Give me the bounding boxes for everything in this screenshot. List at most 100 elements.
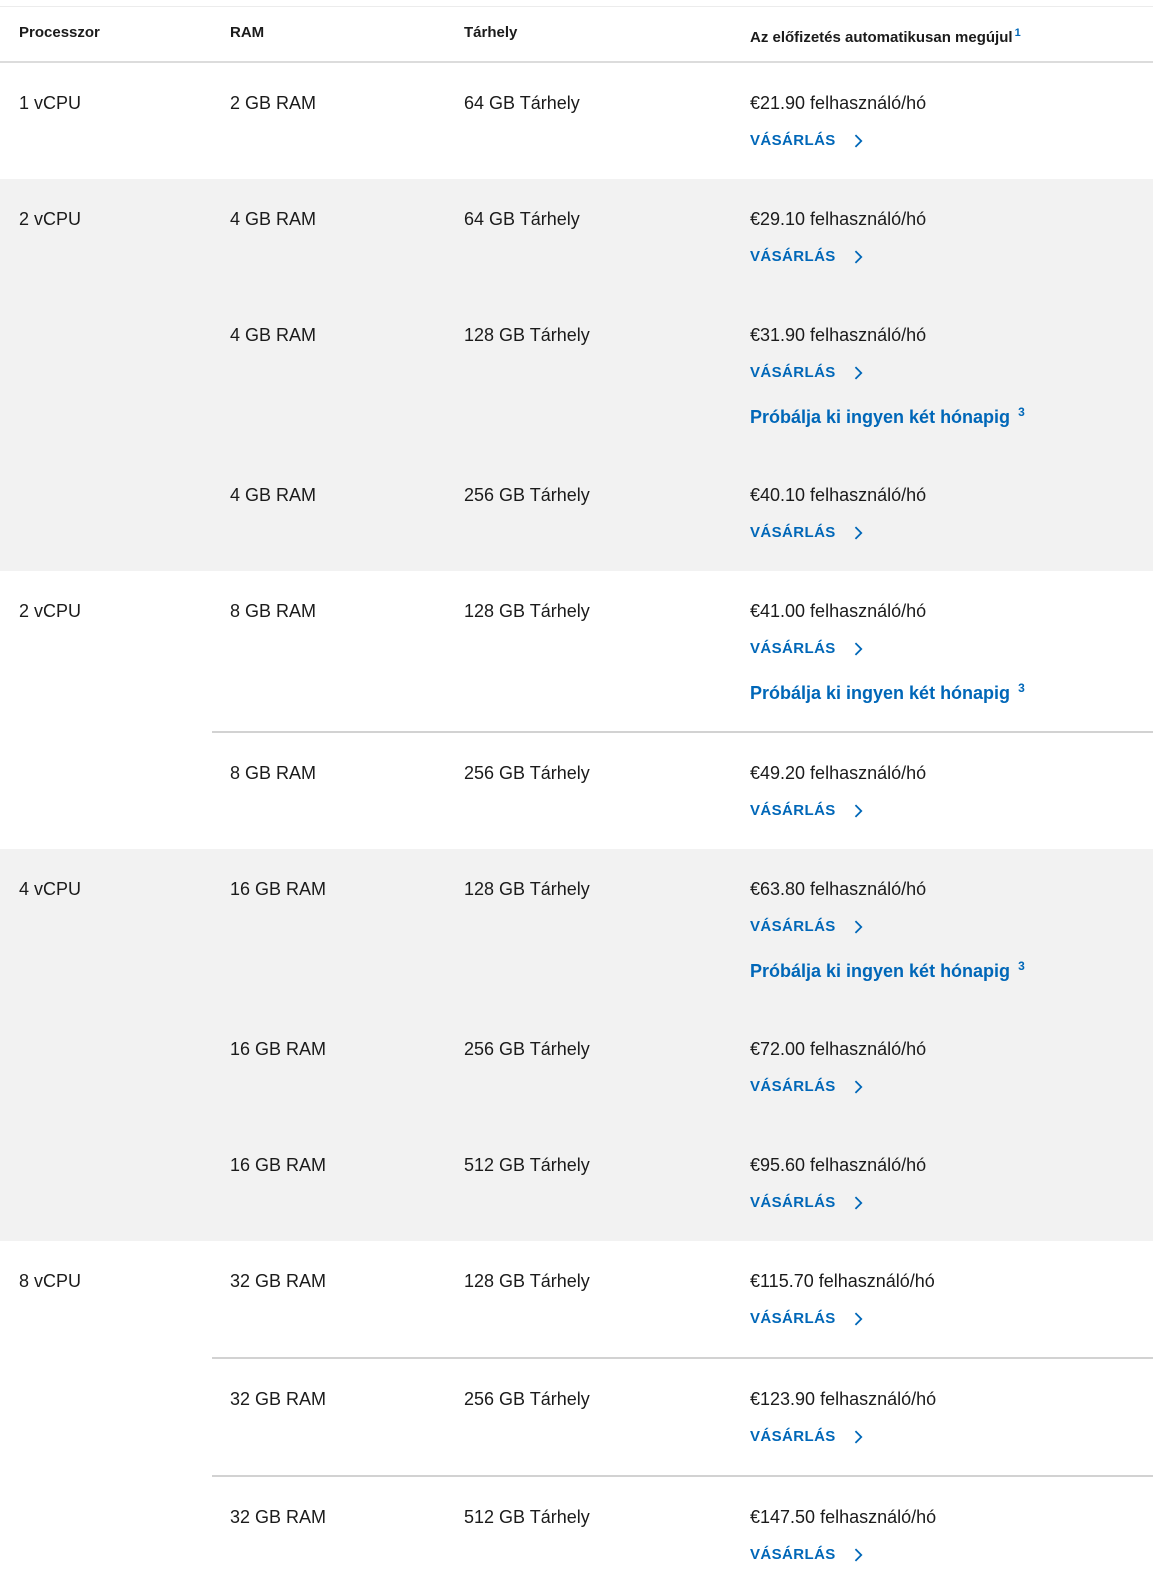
- table-row: 16 GB RAM 512 GB Tárhely €95.60 felhaszn…: [0, 1125, 1153, 1241]
- price-cell: €49.20 felhasználó/hó VÁSÁRLÁS: [750, 760, 1133, 824]
- price-cell: €21.90 felhasználó/hó VÁSÁRLÁS: [750, 90, 1133, 154]
- storage-cell: 128 GB Tárhely: [464, 1271, 590, 1291]
- pricing-groups: 1 vCPU 2 GB RAM 64 GB Tárhely €21.90 fel…: [0, 63, 1153, 1593]
- buy-link[interactable]: VÁSÁRLÁS: [750, 798, 865, 824]
- buy-link[interactable]: VÁSÁRLÁS: [750, 1306, 865, 1332]
- storage-cell: 64 GB Tárhely: [464, 209, 580, 229]
- table-row: 16 GB RAM 256 GB Tárhely €72.00 felhaszn…: [0, 1009, 1153, 1125]
- trial-link[interactable]: Próbálja ki ingyen két hónapig 3: [750, 675, 1025, 706]
- table-row: 4 GB RAM 256 GB Tárhely €40.10 felhaszná…: [0, 455, 1153, 571]
- processor-cell: 2 vCPU: [19, 601, 82, 621]
- vcpu-group: 2 vCPU 4 GB RAM 64 GB Tárhely €29.10 fel…: [0, 179, 1153, 571]
- price-text: €123.90 felhasználó/hó: [750, 1389, 937, 1409]
- footnote-3-superscript: 3: [1018, 405, 1025, 419]
- price-cell: €95.60 felhasználó/hó VÁSÁRLÁS: [750, 1152, 1133, 1216]
- buy-link[interactable]: VÁSÁRLÁS: [750, 1074, 865, 1100]
- buy-link[interactable]: VÁSÁRLÁS: [750, 914, 865, 940]
- price-text: €63.80 felhasználó/hó: [750, 879, 927, 899]
- column-header-ram: RAM: [230, 24, 265, 41]
- chevron-right-icon: [851, 1548, 865, 1562]
- row-divider: [212, 1357, 1153, 1359]
- ram-cell: 2 GB RAM: [230, 93, 317, 113]
- storage-cell: 128 GB Tárhely: [464, 325, 590, 345]
- price-text: €72.00 felhasználó/hó: [750, 1039, 927, 1059]
- storage-cell: 256 GB Tárhely: [464, 1039, 590, 1059]
- table-row: 1 vCPU 2 GB RAM 64 GB Tárhely €21.90 fel…: [0, 63, 1153, 179]
- storage-cell: 128 GB Tárhely: [464, 601, 590, 621]
- buy-link[interactable]: VÁSÁRLÁS: [750, 1190, 865, 1216]
- vcpu-group: 8 vCPU 32 GB RAM 128 GB Tárhely €115.70 …: [0, 1241, 1153, 1593]
- buy-link-label: VÁSÁRLÁS: [750, 802, 836, 819]
- chevron-right-icon: [851, 366, 865, 380]
- buy-link[interactable]: VÁSÁRLÁS: [750, 244, 865, 270]
- trial-link[interactable]: Próbálja ki ingyen két hónapig 3: [750, 399, 1025, 430]
- column-header-processor: Processzor: [19, 24, 100, 41]
- ram-cell: 8 GB RAM: [230, 601, 317, 621]
- buy-link-label: VÁSÁRLÁS: [750, 918, 836, 935]
- buy-link-label: VÁSÁRLÁS: [750, 364, 836, 381]
- price-text: €21.90 felhasználó/hó: [750, 93, 927, 113]
- price-cell: €29.10 felhasználó/hó VÁSÁRLÁS: [750, 206, 1133, 270]
- footnote-3-superscript: 3: [1018, 681, 1025, 695]
- ram-cell: 16 GB RAM: [230, 1039, 327, 1059]
- ram-cell: 32 GB RAM: [230, 1389, 327, 1409]
- ram-cell: 32 GB RAM: [230, 1507, 327, 1527]
- storage-cell: 512 GB Tárhely: [464, 1507, 590, 1527]
- buy-link-label: VÁSÁRLÁS: [750, 1428, 836, 1445]
- vcpu-group: 4 vCPU 16 GB RAM 128 GB Tárhely €63.80 f…: [0, 849, 1153, 1241]
- table-row: 4 vCPU 16 GB RAM 128 GB Tárhely €63.80 f…: [0, 849, 1153, 1009]
- trial-link[interactable]: Próbálja ki ingyen két hónapig 3: [750, 953, 1025, 984]
- chevron-right-icon: [851, 250, 865, 264]
- table-header: Processzor RAM Tárhely Az előfizetés aut…: [0, 7, 1153, 63]
- storage-cell: 256 GB Tárhely: [464, 1389, 590, 1409]
- processor-cell: 8 vCPU: [19, 1271, 82, 1291]
- trial-link-label: Próbálja ki ingyen két hónapig: [750, 683, 1011, 703]
- chevron-right-icon: [851, 920, 865, 934]
- buy-link[interactable]: VÁSÁRLÁS: [750, 520, 865, 546]
- buy-link[interactable]: VÁSÁRLÁS: [750, 1542, 865, 1568]
- buy-link-label: VÁSÁRLÁS: [750, 248, 836, 265]
- buy-link[interactable]: VÁSÁRLÁS: [750, 128, 865, 154]
- storage-cell: 64 GB Tárhely: [464, 93, 580, 113]
- buy-link[interactable]: VÁSÁRLÁS: [750, 360, 865, 386]
- price-text: €49.20 felhasználó/hó: [750, 763, 927, 783]
- price-text: €115.70 felhasználó/hó: [750, 1271, 935, 1291]
- price-cell: €40.10 felhasználó/hó VÁSÁRLÁS: [750, 482, 1133, 546]
- price-cell: €147.50 felhasználó/hó VÁSÁRLÁS: [750, 1504, 1133, 1568]
- storage-cell: 256 GB Tárhely: [464, 485, 590, 505]
- row-divider: [212, 731, 1153, 733]
- pricing-table: Processzor RAM Tárhely Az előfizetés aut…: [0, 6, 1153, 1593]
- processor-cell: 2 vCPU: [19, 209, 82, 229]
- buy-link-label: VÁSÁRLÁS: [750, 524, 836, 541]
- price-cell: €63.80 felhasználó/hó VÁSÁRLÁS Próbálja …: [750, 876, 1133, 984]
- table-row: 8 vCPU 32 GB RAM 128 GB Tárhely €115.70 …: [0, 1241, 1153, 1357]
- price-cell: €123.90 felhasználó/hó VÁSÁRLÁS: [750, 1386, 1133, 1450]
- column-header-storage: Tárhely: [464, 24, 518, 41]
- buy-link[interactable]: VÁSÁRLÁS: [750, 1424, 865, 1450]
- chevron-right-icon: [851, 804, 865, 818]
- table-row: 2 vCPU 8 GB RAM 128 GB Tárhely €41.00 fe…: [0, 571, 1153, 731]
- footnote-3-superscript: 3: [1018, 959, 1025, 973]
- vcpu-group: 1 vCPU 2 GB RAM 64 GB Tárhely €21.90 fel…: [0, 63, 1153, 179]
- trial-link-label: Próbálja ki ingyen két hónapig: [750, 407, 1011, 427]
- column-header-renewal-label: Az előfizetés automatikusan megújul: [750, 29, 1013, 46]
- chevron-right-icon: [851, 1430, 865, 1444]
- buy-link-label: VÁSÁRLÁS: [750, 1078, 836, 1095]
- table-row: 8 GB RAM 256 GB Tárhely €49.20 felhaszná…: [0, 733, 1153, 849]
- price-cell: €115.70 felhasználó/hó VÁSÁRLÁS: [750, 1268, 1133, 1332]
- price-text: €41.00 felhasználó/hó: [750, 601, 927, 621]
- ram-cell: 16 GB RAM: [230, 879, 327, 899]
- table-row: 2 vCPU 4 GB RAM 64 GB Tárhely €29.10 fel…: [0, 179, 1153, 295]
- buy-link-label: VÁSÁRLÁS: [750, 1546, 836, 1563]
- processor-cell: 1 vCPU: [19, 93, 82, 113]
- price-text: €29.10 felhasználó/hó: [750, 209, 927, 229]
- table-row: 32 GB RAM 512 GB Tárhely €147.50 felhasz…: [0, 1477, 1153, 1593]
- row-divider: [212, 1475, 1153, 1477]
- storage-cell: 128 GB Tárhely: [464, 879, 590, 899]
- buy-link[interactable]: VÁSÁRLÁS: [750, 636, 865, 662]
- chevron-right-icon: [851, 526, 865, 540]
- ram-cell: 8 GB RAM: [230, 763, 317, 783]
- footnote-1-link[interactable]: 1: [1014, 27, 1021, 39]
- column-header-renewal: Az előfizetés automatikusan megújul 1: [750, 23, 1133, 48]
- chevron-right-icon: [851, 642, 865, 656]
